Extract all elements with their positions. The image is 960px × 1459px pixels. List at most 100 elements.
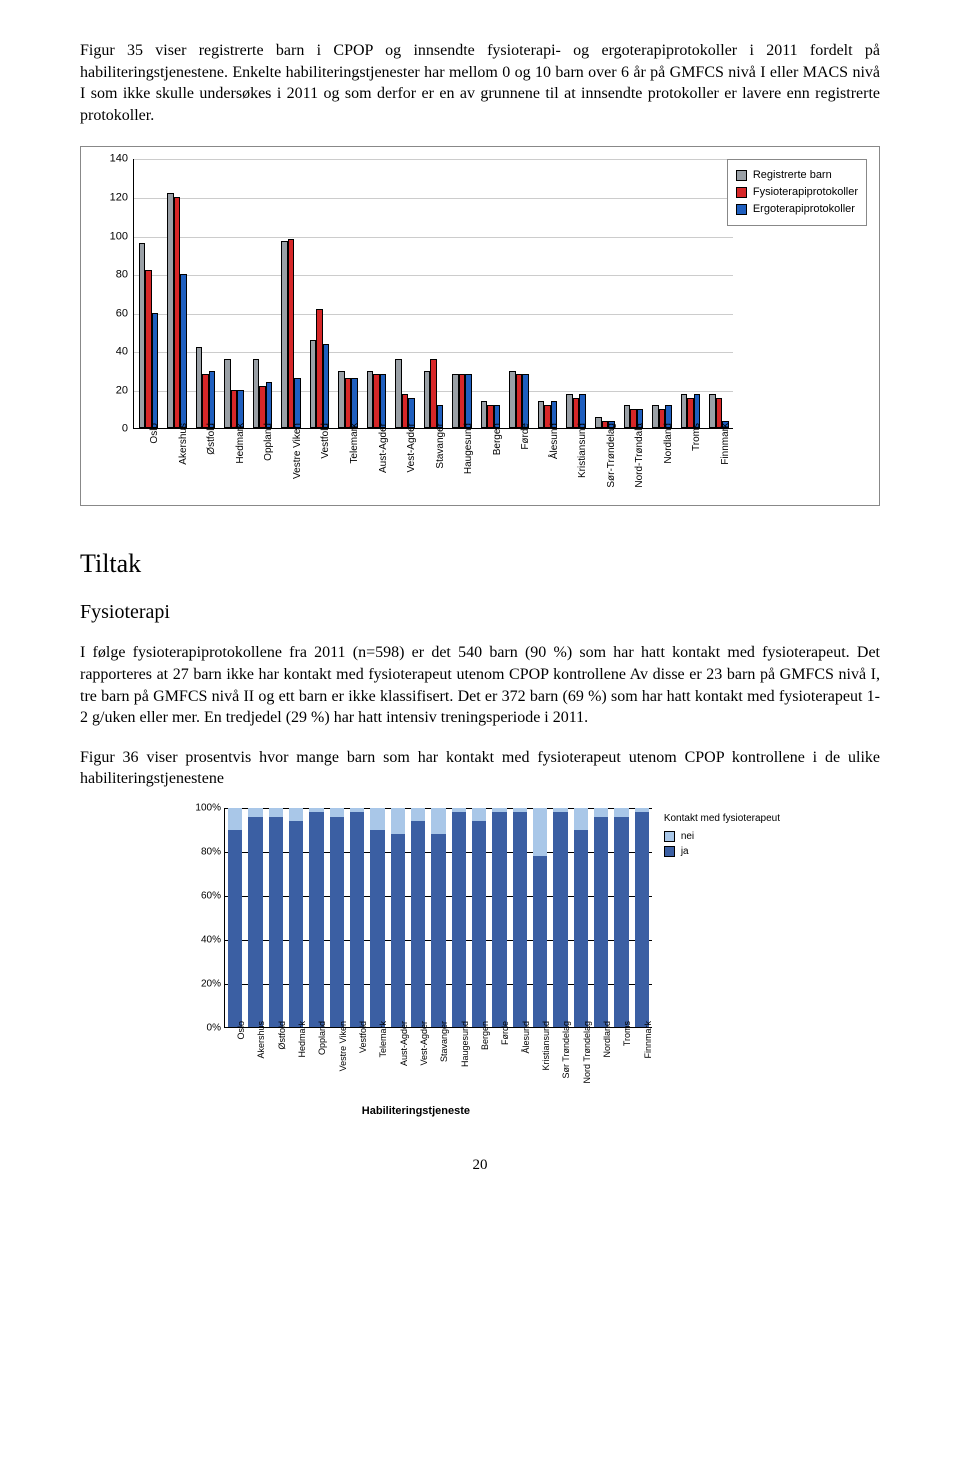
- paragraph-intro: Figur 35 viser registrerte barn i CPOP o…: [80, 40, 880, 126]
- chart-1-x-tick-label: Finnmark: [719, 423, 733, 465]
- chart-1-legend: Registrerte barn Fysioterapiprotokoller Er…: [727, 159, 867, 226]
- chart-1-bar-group: Akershus: [163, 193, 192, 428]
- chart-2-segment-ja: [553, 812, 567, 1027]
- legend-row: ja: [664, 845, 780, 859]
- chart-2-column: Finnmark: [632, 808, 652, 1027]
- chart-1-bar: [294, 378, 301, 428]
- chart-1-bar-group: Aust-Agder: [362, 371, 391, 429]
- chart-2-x-tick-label: Haugesund: [459, 1021, 471, 1067]
- chart-2-x-tick-label: Vest-Agder: [418, 1021, 430, 1066]
- chart-2-segment-ja: [574, 830, 588, 1027]
- chart-2-y-tick-label: 0%: [181, 1021, 221, 1035]
- legend-row: Registrerte barn: [736, 168, 858, 183]
- chart-2-segment-nei: [370, 808, 384, 830]
- chart-1-y-tick-label: 140: [98, 152, 128, 167]
- chart-2-segment-ja: [614, 817, 628, 1027]
- chart-2-segment-nei: [533, 808, 547, 856]
- chart-2-x-tick-label: Aust-Agder: [398, 1021, 410, 1066]
- chart-1-x-tick-label: Vestre Viken: [291, 423, 305, 479]
- chart-1-x-tick-label: Vest-Agder: [405, 423, 419, 472]
- chart-1-x-tick-label: Østfold: [205, 423, 219, 455]
- chart-2-column: Telemark: [367, 808, 387, 1027]
- chart-2-y-tick-label: 80%: [181, 845, 221, 859]
- legend-swatch: [664, 831, 675, 842]
- chart-2-segment-nei: [574, 808, 588, 830]
- chart-1-bar-group: Vestfold: [305, 309, 334, 429]
- legend-row: Fysioterapiprotokoller: [736, 185, 858, 200]
- chart-1-bar: [465, 374, 472, 428]
- chart-2-x-tick-label: Kristiansund: [540, 1021, 552, 1071]
- chart-2-segment-nei: [289, 808, 303, 821]
- chart-2-column: Vestfold: [347, 808, 367, 1027]
- legend-swatch: [736, 170, 747, 181]
- chart-1-y-tick-label: 120: [98, 191, 128, 206]
- legend-row: Ergoterapiprotokoller: [736, 202, 858, 217]
- chart-1-bar-group: Haugesund: [448, 374, 477, 428]
- chart-2-column: Stavanger: [428, 808, 448, 1027]
- chart-1-x-tick-label: Troms: [690, 423, 704, 451]
- chart-2-segment-nei: [472, 808, 486, 821]
- chart-2-column: Ålesund: [510, 808, 530, 1027]
- chart-2-column: Oslo: [225, 808, 245, 1027]
- chart-2-segment-ja: [391, 834, 405, 1027]
- chart-2-segment-ja: [513, 812, 527, 1027]
- chart-1-bar-group: Kristiansund: [562, 394, 591, 429]
- chart-1-x-tick-label: Telemark: [348, 423, 362, 464]
- chart-2-segment-nei: [248, 808, 262, 817]
- legend-row: nei: [664, 830, 780, 844]
- chart-2-x-tick-label: Finnmark: [642, 1021, 654, 1059]
- chart-2-x-tick-label: Stavanger: [438, 1021, 450, 1062]
- chart-2-segment-ja: [472, 821, 486, 1027]
- chart-2-column: Førde: [489, 808, 509, 1027]
- chart-2-legend-title: Kontakt med fysioterapeut: [664, 812, 780, 826]
- chart-2-y-tick-label: 40%: [181, 933, 221, 947]
- chart-2-plot: 0%20%40%60%80%100%OsloAkershusØstfoldHed…: [224, 808, 652, 1028]
- chart-2-container: 0%20%40%60%80%100%OsloAkershusØstfoldHed…: [180, 808, 780, 1119]
- chart-2-segment-ja: [370, 830, 384, 1027]
- chart-1-bar: [323, 344, 330, 429]
- chart-1-bar-group: Bergen: [476, 401, 505, 428]
- section-title-tiltak: Tiltak: [80, 546, 880, 581]
- chart-2-segment-ja: [533, 856, 547, 1027]
- chart-2-segment-ja: [228, 830, 242, 1027]
- chart-1-plot: 020406080100120140OsloAkershusØstfoldHed…: [133, 159, 733, 429]
- legend-label: Registrerte barn: [753, 168, 832, 183]
- chart-1-x-tick-label: Akershus: [177, 423, 191, 465]
- chart-2-segment-ja: [309, 812, 323, 1027]
- chart-2-legend: Kontakt med fysioterapeut neija: [664, 812, 780, 861]
- chart-1-bar-group: Vestre Viken: [277, 239, 306, 428]
- chart-2-segment-nei: [431, 808, 445, 834]
- chart-2-segment-nei: [411, 808, 425, 821]
- chart-2-column: Vest-Agder: [408, 808, 428, 1027]
- legend-label: nei: [681, 830, 694, 844]
- chart-2-y-tick-label: 60%: [181, 889, 221, 903]
- chart-1-x-tick-label: Stavanger: [434, 423, 448, 469]
- chart-1-y-tick-label: 40: [98, 345, 128, 360]
- paragraph-fysioterapi-1: I følge fysioterapiprotokollene fra 2011…: [80, 642, 880, 728]
- chart-2-segment-ja: [594, 817, 608, 1027]
- chart-1-x-tick-label: Hedmark: [234, 423, 248, 464]
- chart-2-segment-ja: [350, 812, 364, 1027]
- legend-label: Ergoterapiprotokoller: [753, 202, 855, 217]
- chart-1-bar-group: Ålesund: [533, 401, 562, 428]
- chart-1-x-tick-label: Kristiansund: [576, 423, 590, 478]
- chart-1-x-tick-label: Vestfold: [319, 423, 333, 459]
- chart-1-y-tick-label: 20: [98, 383, 128, 398]
- chart-2-segment-ja: [452, 812, 466, 1027]
- chart-1-bar-group: Østfold: [191, 347, 220, 428]
- chart-2-column: Sør Trøndelag: [550, 808, 570, 1027]
- chart-1-x-tick-label: Førde: [519, 423, 533, 450]
- chart-2-x-axis-title: Habiliteringstjeneste: [180, 1104, 652, 1119]
- chart-2-segment-nei: [269, 808, 283, 817]
- chart-1-x-tick-label: Oslo: [148, 423, 162, 444]
- chart-1-y-tick-label: 0: [98, 422, 128, 437]
- chart-2-column: Østfold: [266, 808, 286, 1027]
- chart-2-segment-ja: [330, 817, 344, 1027]
- paragraph-fysioterapi-2: Figur 36 viser prosentvis hvor mange bar…: [80, 747, 880, 790]
- chart-1-x-tick-label: Sør-Trøndelag: [605, 423, 619, 488]
- chart-1-bar-group: Oslo: [134, 243, 163, 428]
- chart-2-column: Vestre Viken: [327, 808, 347, 1027]
- chart-1-bar-group: Finnmark: [705, 394, 734, 429]
- chart-1-bar-group: Oppland: [248, 359, 277, 428]
- chart-2-y-tick-label: 20%: [181, 977, 221, 991]
